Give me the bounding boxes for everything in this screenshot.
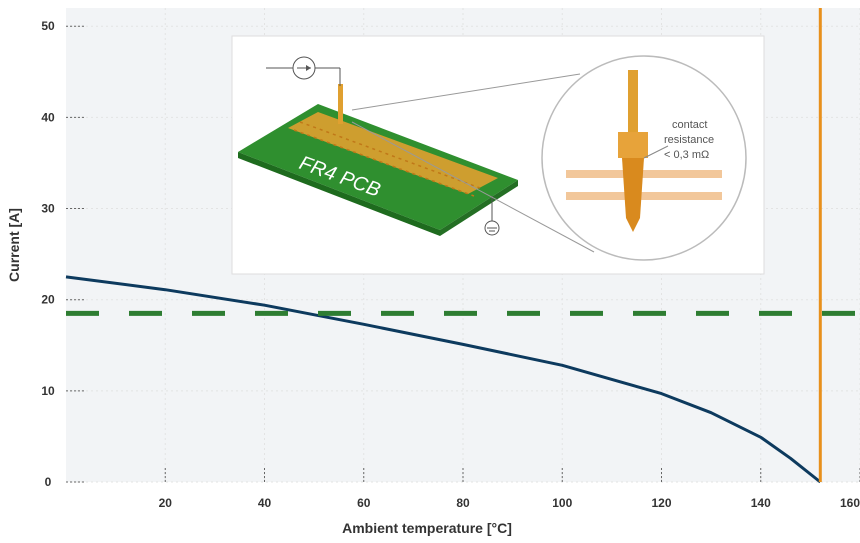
x-tick-label: 20: [159, 496, 173, 510]
x-axis-title: Ambient temperature [°C]: [342, 520, 512, 536]
probe-pin: [338, 84, 343, 124]
y-tick-label: 10: [41, 384, 55, 398]
x-tick-label: 80: [456, 496, 470, 510]
y-tick-label: 50: [41, 19, 55, 33]
callout-line-1: contact: [672, 119, 707, 131]
derating-curve: [65, 275, 822, 484]
x-tick-label: 60: [357, 496, 371, 510]
y-tick-label: 20: [41, 293, 55, 307]
y-tick-label: 0: [45, 475, 52, 489]
y-tick-label: 40: [41, 110, 55, 124]
x-tick-label: 40: [258, 496, 272, 510]
callout-line-3: < 0,3 mΩ: [664, 149, 709, 161]
y-axis-title: Current [A]: [6, 208, 22, 282]
y-tick-label: 30: [41, 202, 55, 216]
x-tick-label: 140: [751, 496, 771, 510]
x-tick-label: 160: [840, 496, 860, 510]
callout-line-2: resistance: [664, 134, 714, 146]
x-tick-label: 120: [651, 496, 671, 510]
pcb-inset-illustration: FR4 PCB contact resistance: [231, 35, 765, 275]
y-axis: 0 10 20 30 40 50: [41, 19, 86, 489]
x-axis: 20 40 60 80 100 120 140 160: [159, 468, 860, 510]
series-layer: [65, 8, 860, 484]
x-tick-label: 100: [552, 496, 572, 510]
